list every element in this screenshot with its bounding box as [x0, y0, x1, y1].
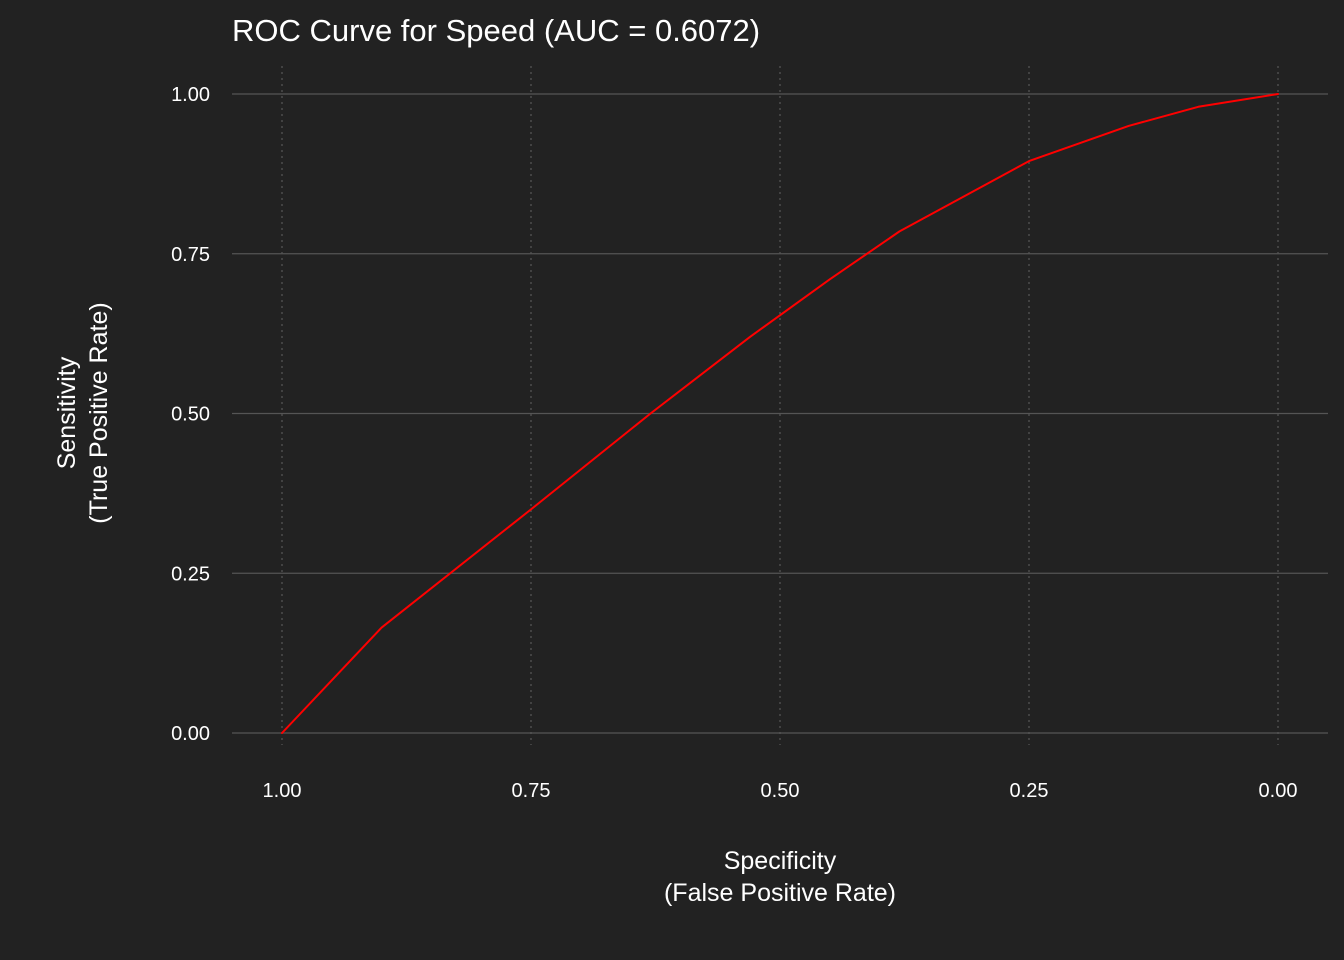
- y-tick-label-4: 1.00: [171, 84, 210, 106]
- x-axis-title-line-2: (False Positive Rate): [664, 879, 896, 907]
- y-tick-labels: 0.00 0.25 0.50 0.75 1.00: [171, 84, 210, 745]
- chart-title: ROC Curve for Speed (AUC = 0.6072): [232, 13, 760, 48]
- x-tick-labels: 1.00 0.75 0.50 0.25 0.00: [263, 780, 1298, 802]
- y-tick-label-2: 0.50: [171, 404, 210, 426]
- x-tick-label-2: 0.50: [761, 780, 800, 802]
- x-tick-label-0: 1.00: [263, 780, 302, 802]
- y-axis-title-line-2: (True Positive Rate): [85, 302, 113, 523]
- roc-curve-line: [281, 93, 1279, 734]
- y-tick-label-3: 0.75: [171, 244, 210, 266]
- y-axis-title-line-1: Sensitivity: [53, 356, 81, 469]
- x-tick-label-1: 0.75: [512, 780, 551, 802]
- grid-layer: [232, 66, 1328, 745]
- series-layer: [281, 93, 1279, 734]
- x-tick-label-4: 0.00: [1259, 780, 1298, 802]
- x-axis-title-line-1: Specificity: [724, 847, 837, 875]
- y-tick-label-0: 0.00: [171, 723, 210, 745]
- y-tick-label-1: 0.25: [171, 563, 210, 585]
- x-tick-label-3: 0.25: [1010, 780, 1049, 802]
